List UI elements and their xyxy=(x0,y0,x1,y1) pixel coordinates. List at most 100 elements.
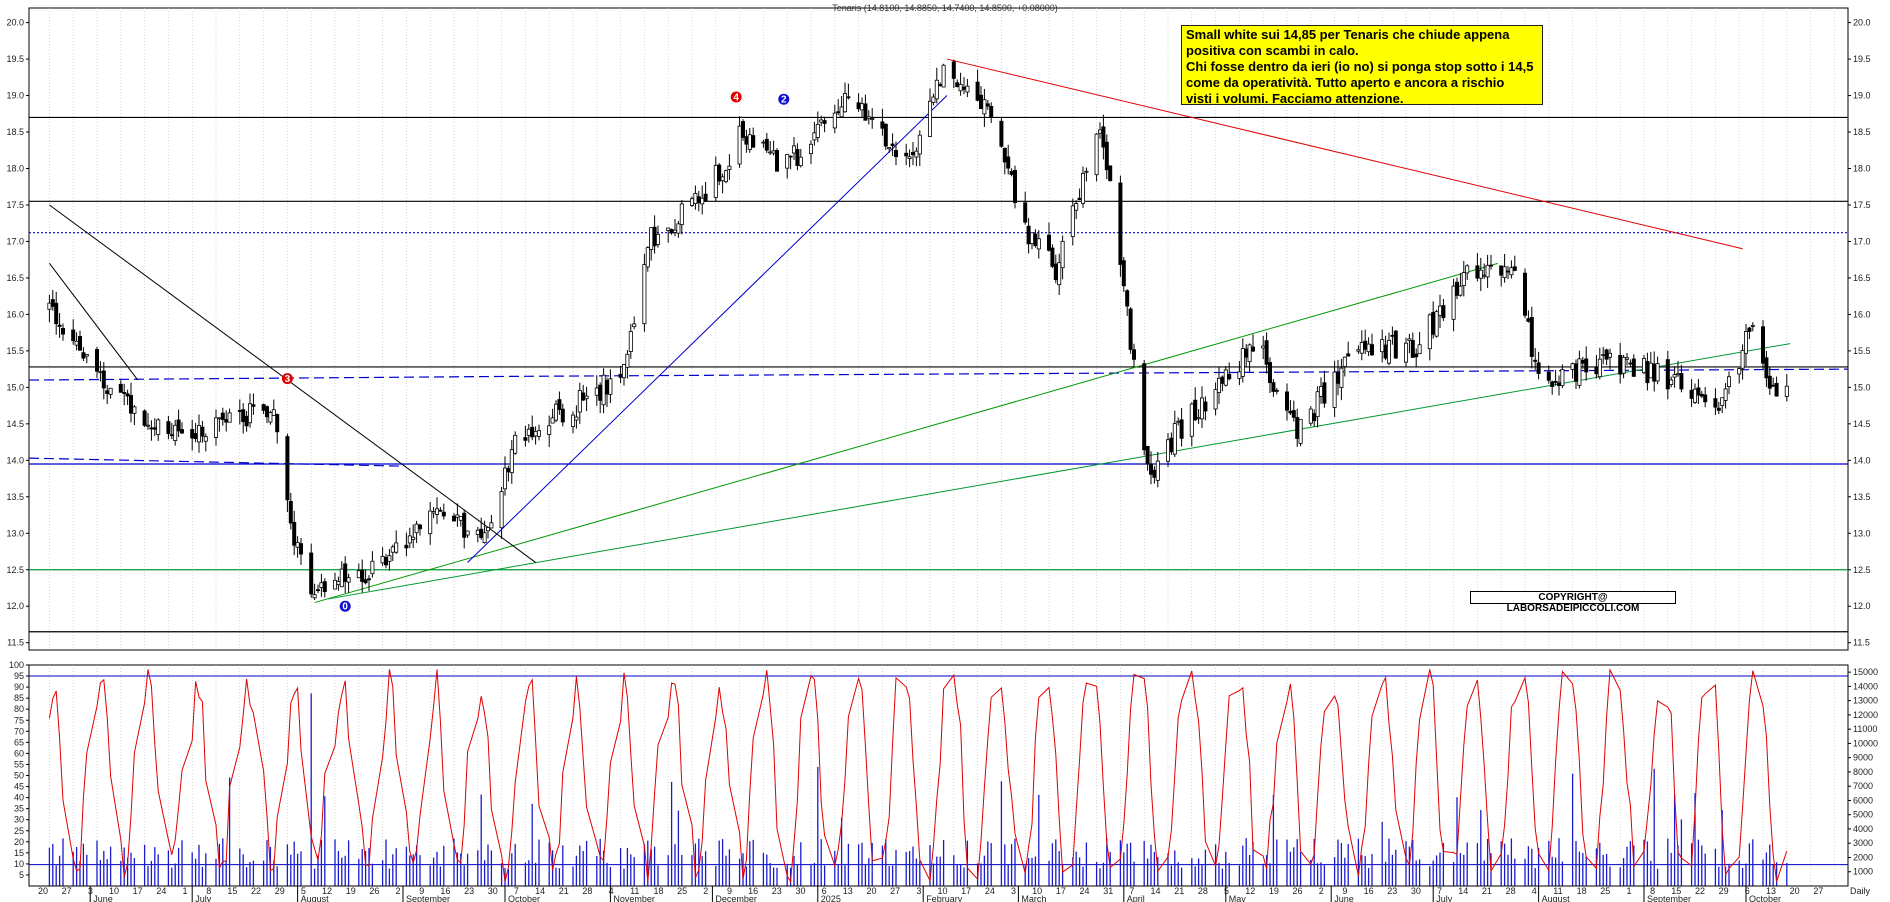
price-tick-label-right: 14.0 xyxy=(1853,455,1871,465)
candle-body xyxy=(1033,233,1038,247)
candle-body xyxy=(1669,379,1674,385)
candle-body xyxy=(652,226,657,247)
candle-body xyxy=(737,125,742,165)
day-tick-label: 5 xyxy=(1224,886,1229,896)
wave-marker-label: 4 xyxy=(733,93,739,104)
oscillator-tick-label: 85 xyxy=(14,693,24,703)
candle-body xyxy=(1264,340,1269,365)
candle-body xyxy=(822,120,827,124)
candle-body xyxy=(1475,265,1480,279)
candle-body xyxy=(1077,197,1082,201)
candle-body xyxy=(499,491,504,529)
oscillator-line xyxy=(48,668,1788,884)
candle-body xyxy=(1223,369,1228,386)
candle-body xyxy=(285,436,290,501)
candle-body xyxy=(815,123,820,138)
price-tick-label-left: 19.0 xyxy=(6,91,24,101)
candle-body xyxy=(1268,362,1273,384)
candle-body xyxy=(1570,363,1575,370)
candle-body xyxy=(176,419,181,432)
day-tick-label: 14 xyxy=(1458,886,1468,896)
day-tick-label: 30 xyxy=(488,886,498,896)
day-tick-label: 11 xyxy=(1553,886,1562,896)
price-tick-label-left: 12.5 xyxy=(6,565,24,575)
oscillator-tick-label: 65 xyxy=(14,737,24,747)
candle-body xyxy=(713,164,718,198)
candle-body xyxy=(1339,367,1344,389)
candle-body xyxy=(193,433,198,440)
candle-body xyxy=(292,521,297,546)
price-tick-label-right: 12.5 xyxy=(1853,565,1871,575)
day-tick-label: 21 xyxy=(1482,886,1492,896)
candle-body xyxy=(309,552,314,595)
candle-body xyxy=(989,106,994,118)
candle-body xyxy=(1118,182,1123,265)
candle-body xyxy=(383,556,388,566)
candle-body xyxy=(1370,344,1375,356)
candle-body xyxy=(1485,264,1490,278)
price-tick-label-left: 15.5 xyxy=(6,346,24,356)
candle-body xyxy=(1322,382,1327,404)
candle-body xyxy=(832,112,837,129)
candle-body xyxy=(934,79,939,100)
trendline xyxy=(49,204,536,563)
candle-body xyxy=(741,121,746,138)
trendline xyxy=(314,262,1498,604)
candle-body xyxy=(792,145,797,154)
candle-body xyxy=(1274,389,1279,392)
dashed-support-line xyxy=(28,368,1849,381)
day-tick-label: 29 xyxy=(275,886,285,896)
price-tick-label-right: 18.5 xyxy=(1853,127,1871,137)
candle-body xyxy=(958,83,963,92)
day-tick-label: 15 xyxy=(227,886,237,896)
candle-body xyxy=(1213,389,1218,410)
candle-body xyxy=(1689,389,1694,399)
candle-body xyxy=(1342,356,1347,367)
day-tick-label: 26 xyxy=(369,886,379,896)
candle-body xyxy=(414,523,419,534)
candle-body xyxy=(809,143,814,155)
candle-body xyxy=(1193,399,1198,421)
price-tick-label-left: 13.5 xyxy=(6,492,24,502)
candle-body xyxy=(1121,260,1126,287)
candle-body xyxy=(61,328,66,335)
candle-body xyxy=(336,581,341,586)
candle-body xyxy=(1465,265,1470,274)
candle-body xyxy=(1536,362,1541,374)
candle-body xyxy=(1251,346,1256,352)
volume-tick-label: 14000 xyxy=(1853,681,1878,691)
candle-body xyxy=(1489,264,1494,267)
day-tick-label: 23 xyxy=(464,886,474,896)
day-tick-label: 22 xyxy=(1695,886,1705,896)
candlesticks xyxy=(47,59,1789,601)
candle-body xyxy=(836,111,841,114)
candle-body xyxy=(1594,366,1599,375)
oscillator-tick-label: 60 xyxy=(14,748,24,758)
candle-body xyxy=(455,514,460,518)
candle-body xyxy=(84,353,89,357)
day-tick-label: 16 xyxy=(1364,886,1374,896)
month-label: December xyxy=(715,894,757,902)
candle-body xyxy=(1387,339,1392,364)
candle-body xyxy=(1053,263,1058,280)
candle-body xyxy=(724,170,729,183)
volume-tick-label: 10000 xyxy=(1853,738,1878,748)
candle-body xyxy=(1771,384,1776,387)
candle-body xyxy=(965,85,970,93)
candle-body xyxy=(839,106,844,118)
oscillator-series xyxy=(48,668,1788,884)
price-tick-label-left: 16.0 xyxy=(6,309,24,319)
candle-body xyxy=(298,543,303,555)
candle-body xyxy=(319,582,324,588)
candle-body xyxy=(1247,344,1252,363)
candle-body xyxy=(703,193,708,202)
candle-body xyxy=(866,116,871,119)
note-line: come da operatività. Tutto aperto e anco… xyxy=(1186,75,1505,90)
candle-body xyxy=(693,193,698,205)
candle-body xyxy=(1529,317,1534,357)
wave-marker-3 xyxy=(281,373,293,385)
price-tick-label-left: 11.5 xyxy=(7,638,24,648)
day-tick-label: 28 xyxy=(582,886,592,896)
wave-marker-2 xyxy=(778,93,790,105)
candle-body xyxy=(1451,285,1456,320)
